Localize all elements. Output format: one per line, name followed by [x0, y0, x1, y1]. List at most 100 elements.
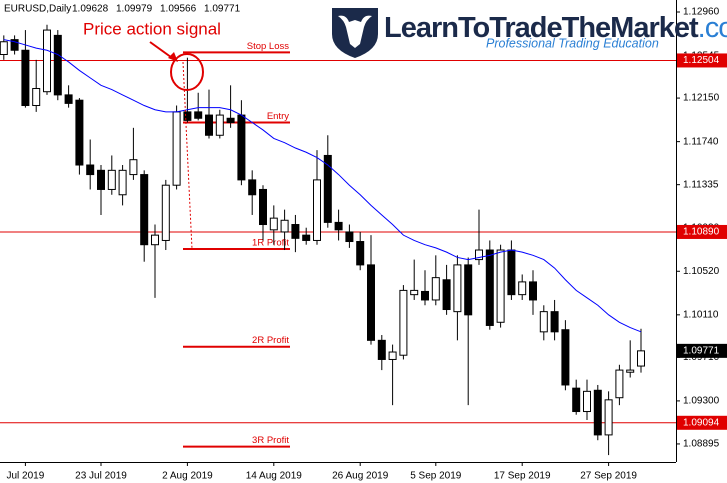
logo-name-text: LearnToTradeTheMarket — [384, 12, 699, 44]
candle-body — [388, 351, 397, 360]
candle-body — [323, 154, 332, 223]
candle-body — [53, 34, 62, 96]
candle-body — [248, 179, 257, 196]
price-level-box — [677, 415, 727, 430]
moving-average — [3, 39, 642, 333]
candle-body — [496, 249, 505, 323]
price-level-label: 1.10890 — [683, 227, 720, 238]
x-tick-label: 5 Sep 2019 — [410, 471, 462, 482]
y-tick-label: 1.08895 — [683, 439, 720, 450]
y-tick-label: 1.12960 — [683, 7, 720, 18]
candle-body — [626, 369, 635, 373]
candle-body — [637, 350, 645, 367]
candle-body — [485, 249, 494, 326]
candle-body — [507, 249, 516, 296]
candle-body — [518, 281, 527, 296]
x-tick-label: Jul 2019 — [6, 471, 44, 482]
candle-body — [64, 94, 73, 104]
price-level-label: 1.12504 — [683, 55, 720, 66]
candle-body — [259, 188, 267, 226]
candle-body — [75, 99, 84, 166]
candle-body — [572, 387, 581, 413]
candle-body — [107, 169, 116, 190]
candle-body — [399, 289, 408, 356]
candle-body — [226, 117, 235, 124]
logo-bull — [338, 15, 372, 49]
annotation-label: Entry — [267, 111, 289, 122]
candle-body — [118, 169, 127, 196]
header-value: 1.09566 — [160, 4, 197, 15]
candle-body — [183, 111, 192, 121]
x-tick-label: 27 Sep 2019 — [580, 471, 637, 482]
candle-body — [10, 39, 19, 51]
plot: Stop Loss Entry 1R Profit 2R Profit 3R Profi… — [0, 24, 676, 456]
logo-suffix: .com — [698, 12, 727, 44]
candle-body — [431, 277, 440, 301]
candle-body — [377, 339, 386, 360]
annotation-label: 1R Profit — [252, 237, 289, 248]
candle-body — [194, 111, 203, 119]
candle-body — [161, 184, 170, 241]
candle-body — [550, 311, 559, 333]
candle-body — [604, 399, 613, 436]
candle-body — [97, 169, 105, 190]
candle-body — [464, 264, 473, 316]
candle-body — [140, 174, 149, 246]
candle-body — [453, 264, 462, 313]
candle-body — [21, 49, 30, 107]
price-level-label: 1.09094 — [683, 417, 720, 428]
candle-body — [539, 311, 548, 333]
x-tick-label: 2 Aug 2019 — [162, 471, 213, 482]
annotation-label: 2R Profit — [252, 335, 289, 346]
candle-body — [593, 389, 602, 436]
x-tick-label: 26 Aug 2019 — [332, 471, 389, 482]
candle-body — [313, 179, 321, 241]
annotation-label: 3R Profit — [252, 435, 289, 446]
candle-body — [529, 281, 537, 301]
candle-body — [215, 114, 224, 136]
logo-tagline: Professional Trading Education — [486, 36, 659, 50]
logo: LearnToTradeTheMarket.com Professional T… — [332, 8, 727, 58]
x-tick-label: 14 Aug 2019 — [246, 471, 303, 482]
candle-body — [442, 279, 451, 311]
candle-body — [205, 114, 213, 136]
x-tick-label: 23 Jul 2019 — [75, 471, 127, 482]
header-value: 1.09979 — [116, 4, 153, 15]
header-value: 1.09771 — [204, 4, 241, 15]
candle-body — [356, 241, 365, 266]
candle-body — [583, 390, 591, 413]
symbol: EURUSD,Daily — [4, 4, 71, 15]
y-tick-label: 1.10110 — [683, 309, 719, 320]
annotation-label: Stop Loss — [247, 41, 289, 52]
candle-body — [280, 219, 289, 233]
y-tick-label: 1.12150 — [683, 93, 720, 104]
y-tick-label: 1.11335 — [683, 179, 719, 190]
candle-body — [269, 217, 278, 231]
candle-body — [475, 249, 483, 261]
candle-body — [0, 41, 8, 56]
candle-body — [291, 224, 300, 239]
candle-body — [129, 159, 138, 176]
candle-body — [561, 329, 570, 386]
candle-body — [334, 221, 343, 231]
price-level-box — [677, 53, 727, 68]
candle-body — [237, 114, 246, 181]
signal-circle — [170, 53, 204, 91]
candle-body — [172, 111, 181, 186]
signal-dash — [182, 61, 193, 250]
x-tick-label: 17 Sep 2019 — [494, 471, 551, 482]
candle-body — [86, 164, 95, 176]
y-tick-label: 1.09300 — [683, 396, 720, 407]
candle-body — [151, 234, 159, 246]
candle-body — [302, 234, 311, 241]
candle-body — [345, 231, 354, 243]
price-level-box — [677, 224, 727, 239]
header-value: 1.09628 — [72, 4, 109, 15]
y-tick-label: 1.11740 — [683, 136, 719, 147]
current-price-box — [677, 343, 727, 358]
candle-body — [367, 264, 375, 341]
y-tick-label: 1.10520 — [683, 266, 720, 277]
candle-body — [421, 290, 429, 301]
